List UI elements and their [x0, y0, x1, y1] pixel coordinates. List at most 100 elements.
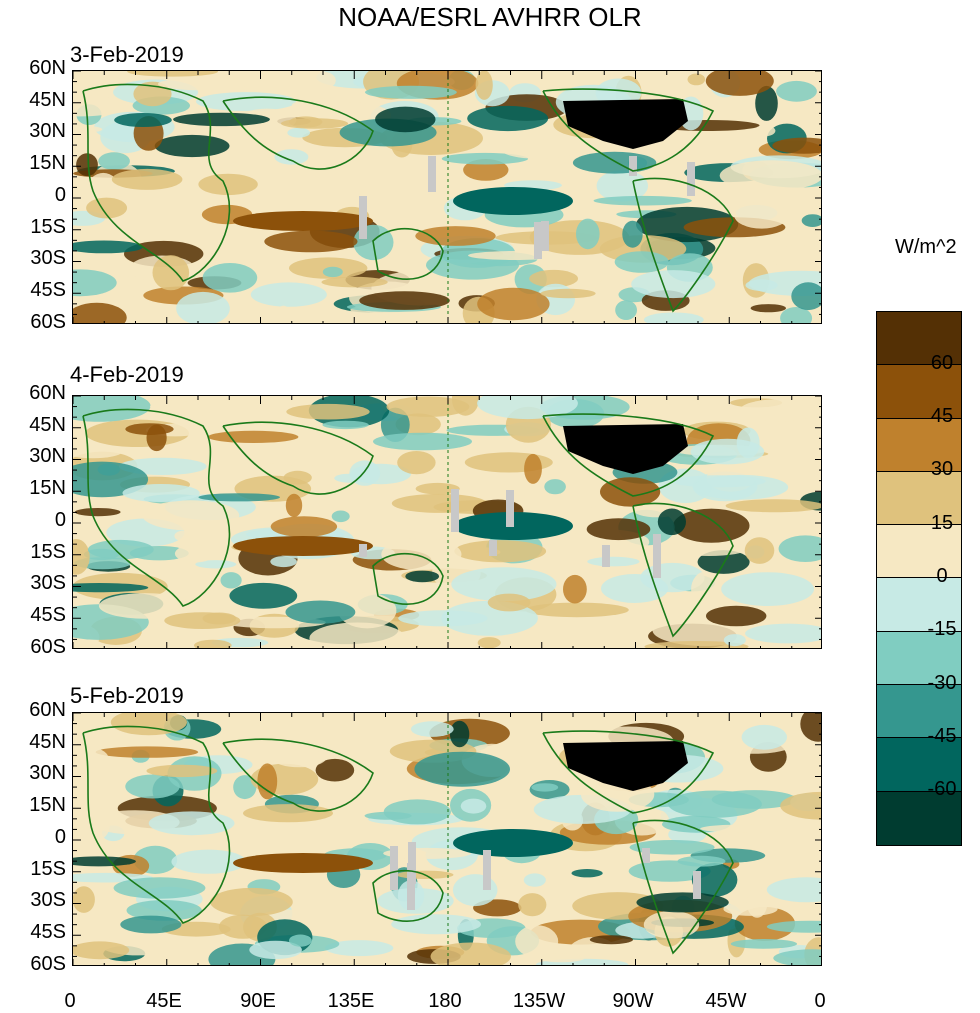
missing-data-cell	[693, 871, 701, 899]
olr-anomaly-region	[150, 400, 202, 413]
colorbar-swatch	[877, 312, 961, 366]
olr-anomaly-region	[571, 869, 603, 878]
map-panel-3	[72, 712, 822, 966]
lat-label: 60S	[30, 635, 66, 658]
olr-anomaly-region	[576, 218, 600, 250]
olr-anomaly-region	[614, 251, 669, 273]
coastline	[542, 413, 715, 497]
olr-anomaly-region	[120, 915, 182, 934]
olr-anomaly-region	[125, 774, 180, 799]
olr-anomaly-region	[691, 863, 738, 897]
olr-anomaly-region	[405, 570, 440, 583]
olr-anomaly-region	[233, 211, 373, 231]
olr-anomaly-region	[287, 127, 310, 138]
panel-2-date: 4-Feb-2019	[70, 362, 184, 387]
olr-anomaly-region	[127, 71, 218, 77]
olr-anomaly-region	[174, 530, 192, 542]
olr-anomaly-region	[778, 535, 821, 562]
olr-anomaly-region	[773, 244, 821, 272]
lat-label: 0	[54, 825, 66, 848]
lat-label: 0	[54, 508, 66, 531]
olr-anomaly-region	[529, 269, 578, 288]
panel-3-date: 5-Feb-2019	[70, 683, 184, 708]
olr-anomaly-region	[468, 251, 563, 260]
coastline	[542, 730, 715, 814]
missing-data-cell	[629, 156, 637, 176]
missing-data-cell	[687, 162, 695, 196]
lat-label: 60S	[30, 952, 66, 975]
olr-anomaly-region	[249, 940, 302, 960]
coastline	[372, 552, 444, 605]
lat-label: 45S	[30, 278, 66, 301]
colorbar	[876, 311, 962, 846]
lat-label: 60N	[29, 699, 66, 721]
olr-anomaly-region	[322, 266, 343, 278]
lat-label: 15S	[30, 540, 66, 563]
lon-label: 135E	[327, 990, 375, 1012]
us-masked-region	[563, 99, 688, 149]
olr-anomaly-region	[706, 605, 767, 627]
olr-anomaly-region	[744, 537, 775, 564]
olr-anomaly-region	[73, 302, 127, 323]
olr-anomaly-region	[463, 159, 509, 181]
lat-label: 45N	[29, 88, 66, 111]
us-masked-region	[563, 741, 688, 791]
olr-anomaly-region	[600, 477, 661, 507]
olr-anomaly-region	[202, 612, 237, 625]
coastline	[632, 502, 734, 638]
colorbar-swatch	[877, 418, 961, 472]
olr-anomaly-region	[719, 160, 821, 191]
missing-data-cell	[407, 863, 415, 910]
olr-anomaly-region	[309, 622, 406, 648]
olr-anomaly-region	[693, 474, 789, 500]
lon-label: 180	[428, 990, 462, 1012]
olr-anomaly-region	[398, 610, 488, 627]
olr-anomaly-region	[280, 118, 349, 129]
colorbar-label: 0	[936, 565, 948, 587]
lat-label: 30S	[30, 889, 66, 912]
olr-anomaly-region	[73, 396, 151, 422]
olr-anomaly-region	[207, 430, 299, 443]
olr-anomaly-region	[321, 276, 388, 288]
olr-anomaly-region	[780, 791, 821, 820]
olr-anomaly-region	[73, 269, 117, 297]
olr-anomaly-region	[677, 855, 726, 867]
lat-label: 15S	[30, 857, 66, 880]
olr-anomaly-region	[754, 125, 776, 137]
missing-data-cell	[451, 489, 459, 532]
coastline	[542, 88, 715, 172]
lat-label: 30N	[29, 445, 66, 468]
colorbar-swatch	[877, 738, 961, 792]
olr-anomaly-region	[73, 886, 95, 913]
olr-anomaly-region	[531, 783, 559, 792]
olr-anomaly-region	[563, 574, 587, 604]
colorbar-swatch	[877, 578, 961, 632]
olr-anomaly-region	[98, 152, 130, 170]
olr-anomaly-region	[176, 291, 230, 323]
olr-anomaly-region	[524, 453, 542, 484]
olr-anomaly-region	[750, 304, 786, 313]
olr-anomaly-region	[629, 840, 715, 855]
olr-anomaly-region	[523, 873, 546, 887]
olr-anomaly-region	[229, 713, 283, 726]
olr-anomaly-region	[391, 914, 481, 935]
coastline	[372, 227, 444, 280]
olr-anomaly-region	[73, 856, 136, 867]
olr-anomaly-region	[264, 230, 358, 253]
colorbar-label: -45	[927, 725, 957, 747]
olr-anomaly-region	[467, 105, 549, 132]
lat-label: 45N	[29, 730, 66, 753]
olr-anomaly-region	[441, 152, 528, 165]
lat-label: 15N	[29, 794, 66, 817]
olr-anomaly-region	[283, 470, 312, 485]
olr-anomaly-region	[87, 539, 154, 560]
olr-anomaly-region	[657, 508, 687, 536]
olr-anomaly-region	[690, 438, 765, 465]
olr-anomaly-region	[322, 420, 369, 430]
olr-anomaly-region	[152, 255, 190, 291]
olr-anomaly-region	[745, 623, 821, 644]
olr-anomaly-region	[383, 847, 471, 859]
olr-anomaly-region	[233, 775, 257, 800]
lon-label: 0	[814, 990, 826, 1012]
olr-anomaly-region	[201, 408, 289, 430]
